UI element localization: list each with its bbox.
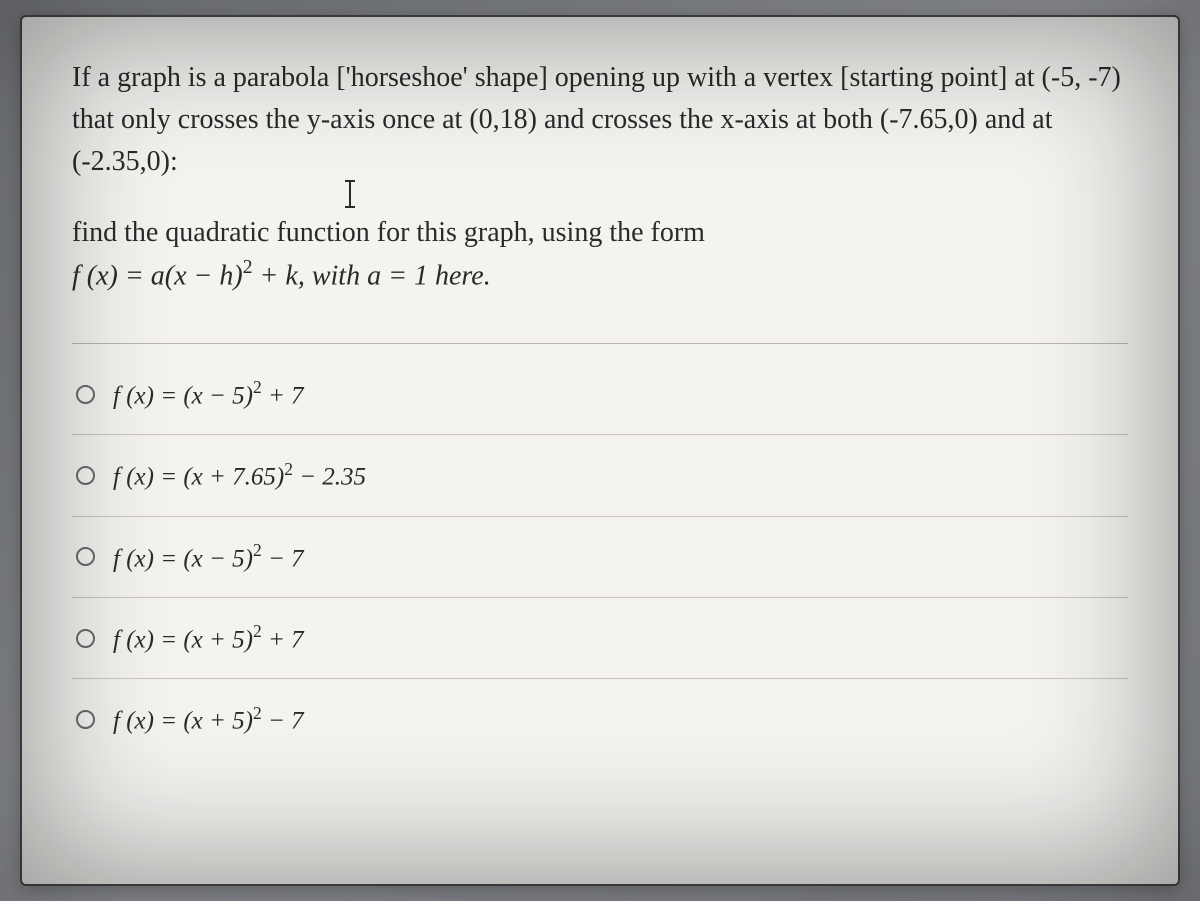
option-math-b: + 7 bbox=[262, 626, 304, 653]
formula-rhs: 1 here. bbox=[414, 261, 491, 292]
option-math-a: f (x) = (x − 5) bbox=[113, 382, 253, 409]
option-exp: 2 bbox=[253, 703, 262, 723]
option-row[interactable]: f (x) = (x + 5)2 − 7 bbox=[72, 679, 1128, 759]
option-math-a: f (x) = (x + 5) bbox=[113, 708, 253, 735]
formula-exponent: 2 bbox=[243, 257, 253, 278]
option-exp: 2 bbox=[253, 540, 262, 560]
option-label: f (x) = (x − 5)2 − 7 bbox=[113, 541, 304, 573]
question-card: If a graph is a parabola ['horseshoe' sh… bbox=[20, 15, 1180, 886]
option-math-a: f (x) = (x + 5) bbox=[113, 626, 253, 653]
formula-lhs: f (x) = a(x − h) bbox=[72, 261, 243, 292]
question-body: If a graph is a parabola ['horseshoe' sh… bbox=[72, 57, 1128, 183]
section-divider bbox=[72, 343, 1128, 344]
option-label: f (x) = (x − 5)2 + 7 bbox=[113, 378, 304, 410]
radio-button[interactable] bbox=[76, 629, 95, 648]
option-row[interactable]: f (x) = (x − 5)2 + 7 bbox=[72, 354, 1128, 435]
radio-button[interactable] bbox=[76, 547, 95, 566]
radio-button[interactable] bbox=[76, 710, 95, 729]
option-row[interactable]: f (x) = (x − 5)2 − 7 bbox=[72, 517, 1128, 598]
option-exp: 2 bbox=[284, 459, 293, 479]
option-label: f (x) = (x + 7.65)2 − 2.35 bbox=[113, 459, 366, 491]
formula-mid: + k, with a = bbox=[253, 261, 414, 292]
vertex-form-formula: f (x) = a(x − h)2 + k, with a = 1 here. bbox=[72, 254, 1128, 298]
text-cursor-icon bbox=[349, 182, 351, 206]
option-exp: 2 bbox=[253, 621, 262, 641]
option-exp: 2 bbox=[253, 377, 262, 397]
prompt-lead: find the quadratic function for this gra… bbox=[72, 217, 705, 248]
option-math-a: f (x) = (x + 7.65) bbox=[113, 464, 284, 491]
option-math-a: f (x) = (x − 5) bbox=[113, 545, 253, 572]
option-row[interactable]: f (x) = (x + 5)2 + 7 bbox=[72, 598, 1128, 679]
answer-options: f (x) = (x − 5)2 + 7 f (x) = (x + 7.65)2… bbox=[72, 354, 1128, 760]
radio-button[interactable] bbox=[76, 466, 95, 485]
option-label: f (x) = (x + 5)2 − 7 bbox=[113, 703, 304, 735]
option-math-b: − 2.35 bbox=[293, 464, 366, 491]
option-math-b: + 7 bbox=[262, 382, 304, 409]
question-prompt: find the quadratic function for this gra… bbox=[72, 211, 1128, 298]
option-label: f (x) = (x + 5)2 + 7 bbox=[113, 622, 304, 654]
radio-button[interactable] bbox=[76, 385, 95, 404]
option-math-b: − 7 bbox=[262, 545, 304, 572]
option-row[interactable]: f (x) = (x + 7.65)2 − 2.35 bbox=[72, 435, 1128, 516]
option-math-b: − 7 bbox=[262, 708, 304, 735]
